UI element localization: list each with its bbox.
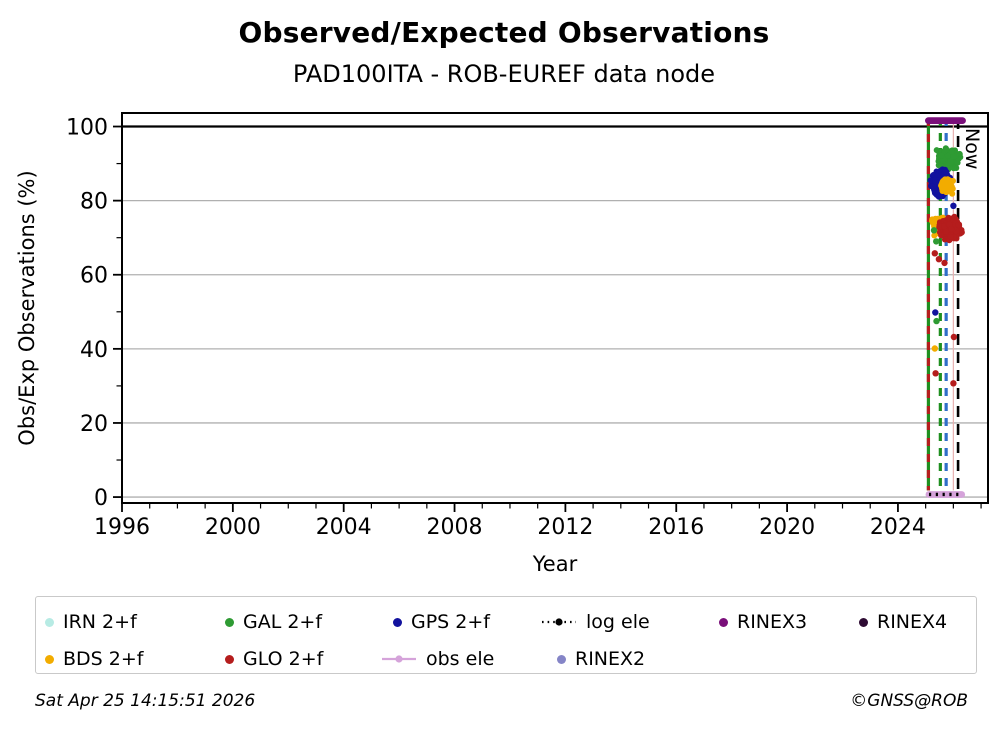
cluster-gal-0 — [933, 145, 964, 173]
outlier-point-0 — [931, 250, 938, 257]
outlier-point-5 — [950, 202, 957, 209]
legend-label-glo-2-f: GLO 2+f — [243, 648, 324, 670]
legend-label-gps-2-f: GPS 2+f — [411, 611, 490, 633]
copyright-label: ©GNSS@ROB — [850, 691, 968, 711]
xtick-label-2012: 2012 — [537, 515, 593, 540]
legend-marker-dot-gps-2-f — [393, 617, 402, 627]
legend-item-gps-2-f: GPS 2+f — [393, 611, 490, 633]
legend-marker-dot-irn-2-f — [45, 617, 54, 627]
ytick-label-60: 60 — [80, 264, 108, 289]
outlier-point-7 — [933, 317, 940, 325]
legend-item-rinex3: RINEX3 — [719, 611, 807, 633]
ytick-label-100: 100 — [66, 116, 108, 141]
xtick-label-1996: 1996 — [94, 515, 150, 540]
legend-label-rinex3: RINEX3 — [737, 611, 808, 633]
ytick-label-0: 0 — [94, 486, 108, 511]
ytick-label-80: 80 — [80, 190, 108, 215]
xtick-label-2000: 2000 — [205, 515, 261, 540]
timestamp-label: Sat Apr 25 14:15:51 2026 — [35, 691, 256, 711]
legend-marker-dotted-line-log-ele — [542, 618, 576, 626]
outlier-point-10 — [932, 370, 939, 377]
legend-item-obs-ele: obs ele — [381, 648, 494, 670]
x-axis-label: Year — [532, 552, 578, 576]
y-axis-label: Obs/Exp Observations (%) — [15, 170, 39, 445]
legend-label-log-ele: log ele — [586, 611, 650, 633]
legend-item-rinex2: RINEX2 — [557, 648, 645, 670]
legend-item-rinex4: RINEX4 — [859, 611, 947, 633]
cluster-bds-2 — [938, 176, 956, 197]
outlier-point-2 — [941, 259, 948, 267]
plot-canvas: Now 1996 2000 2004 2008 2012 2016 2020 2024 0 20 40… — [15, 112, 989, 576]
ytick-label-40: 40 — [80, 338, 108, 363]
legend-item-log-ele: log ele — [541, 611, 650, 633]
chart-subtitle: PAD100ITA - ROB-EUREF data node — [292, 60, 716, 88]
legend-box: IRN 2+f GAL 2+f GPS 2+f log ele RINEX3 RINEX4… — [35, 596, 977, 674]
xtick-label-2016: 2016 — [648, 515, 704, 540]
legend-marker-dot-gal-2-f — [225, 617, 234, 627]
legend-marker-dot-glo-2-f — [225, 654, 234, 664]
ytick-label-20: 20 — [80, 412, 108, 437]
chart-title: Observed/Expected Observations — [238, 16, 770, 49]
legend-marker-dot-bds-2-f — [45, 654, 54, 664]
legend-marker-dot-rinex4 — [859, 617, 868, 627]
legend-item-irn-2-f: IRN 2+f — [45, 611, 137, 633]
outlier-point-3 — [930, 227, 938, 234]
legend-label-gal-2-f: GAL 2+f — [243, 611, 323, 633]
outlier-point-8 — [950, 333, 958, 341]
legend-item-gal-2-f: GAL 2+f — [225, 611, 322, 633]
outlier-point-11 — [950, 380, 957, 387]
outlier-point-9 — [931, 345, 938, 352]
legend-label-obs-ele: obs ele — [426, 648, 495, 670]
xtick-label-2024: 2024 — [870, 515, 926, 540]
outlier-point-4 — [933, 238, 940, 245]
cluster-glo-4 — [936, 213, 965, 244]
outlier-point-6 — [932, 309, 939, 316]
xtick-label-2008: 2008 — [427, 515, 483, 540]
legend-label-bds-2-f: BDS 2+f — [63, 648, 144, 670]
outlier-point-1 — [935, 256, 943, 263]
xtick-label-2004: 2004 — [316, 515, 372, 540]
legend-marker-dot-rinex3 — [719, 617, 728, 627]
now-label: Now — [961, 128, 983, 169]
legend-label-rinex2: RINEX2 — [575, 648, 646, 670]
legend-item-glo-2-f: GLO 2+f — [225, 648, 323, 670]
legend-label-rinex4: RINEX4 — [877, 611, 948, 633]
legend-marker-line-obs-ele — [382, 655, 416, 663]
legend-marker-dot-rinex2 — [557, 654, 566, 664]
legend-item-bds-2-f: BDS 2+f — [45, 648, 143, 670]
plot-frame — [121, 112, 989, 504]
xtick-label-2020: 2020 — [759, 515, 815, 540]
legend-label-irn-2-f: IRN 2+f — [63, 611, 137, 633]
